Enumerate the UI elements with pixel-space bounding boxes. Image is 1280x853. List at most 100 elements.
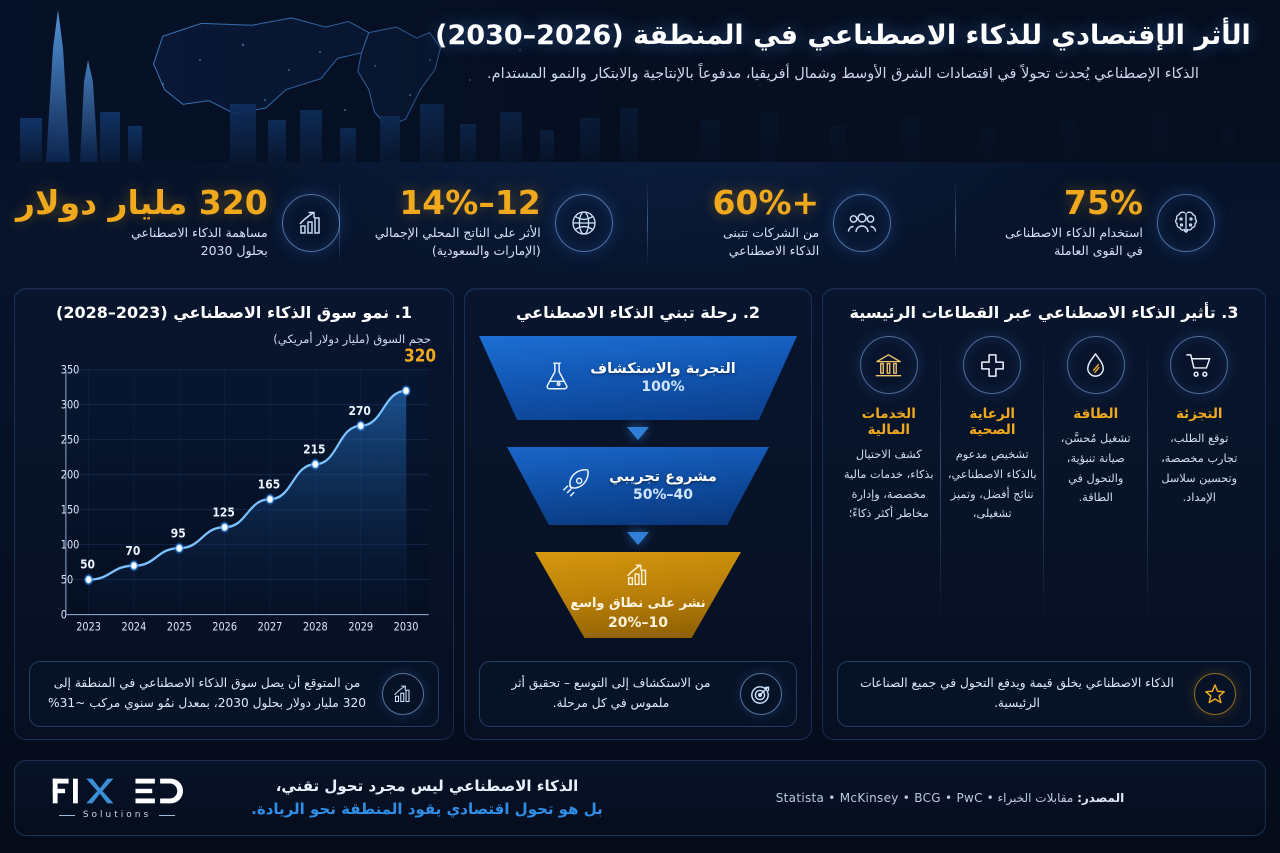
panel-sector-impact: 3. تأثير الذكاء الاصطناعي عبر القطاعات ا…: [822, 288, 1266, 740]
kpi-label: استخدام الذكاء الاصطناعى في القوى العامل…: [1004, 224, 1143, 258]
growth-chart-icon: [382, 673, 424, 715]
svg-text:2029: 2029: [348, 620, 373, 634]
svg-text:350: 350: [61, 363, 80, 377]
header-background-art: [0, 0, 1280, 162]
kpi-label: الأثر على الناتج المحلي الإجمالي (الإمار…: [374, 224, 541, 258]
panel-title: 3. تأثير الذكاء الاصطناعي عبر القطاعات ا…: [849, 303, 1239, 322]
sector-item: الخدمات المالية كشف الاحتيال بذكاء، خدما…: [837, 332, 941, 651]
funnel-stage-experiment: التجربة والاستكشاف 100%: [479, 336, 797, 420]
svg-text:250: 250: [61, 433, 80, 447]
growth-chart-icon: [281, 194, 340, 252]
kpi-company-adoption: +60% من الشركات تتبنى الذكاء الاصطناعي: [648, 162, 956, 284]
kpi-ai-workforce: 75% استخدام الذكاء الاصطناعى في القوى ال…: [956, 162, 1264, 284]
svg-text:200: 200: [61, 468, 80, 482]
kpi-strip: 75% استخدام الذكاء الاصطناعى في القوى ال…: [0, 162, 1280, 284]
svg-text:300: 300: [61, 398, 80, 412]
funnel-callout: من الاستكشاف إلى التوسع – تحقيق أثر ملمو…: [479, 661, 797, 727]
kpi-value: 12–14%: [399, 183, 541, 223]
svg-text:2027: 2027: [258, 620, 283, 634]
svg-text:2030: 2030: [394, 620, 419, 634]
panel-market-growth: 1. نمو سوق الذكاء الاصطناعي (2023–2028) …: [14, 288, 454, 740]
callout-text: من الاستكشاف إلى التوسع – تحقيق أثر ملمو…: [511, 676, 711, 710]
sector-name: الرعاية الصحية: [969, 406, 1016, 438]
divider-dash: [159, 814, 176, 816]
brain-icon: [1156, 194, 1215, 252]
chart-callout: من المتوقع أن يصل سوق الذكاء الاصطناعي ف…: [29, 661, 439, 727]
bank-icon: [859, 336, 918, 394]
stage-percentage: 40–50%: [633, 487, 693, 503]
svg-text:2028: 2028: [303, 620, 328, 634]
kpi-value: 320 مليار دولار: [16, 183, 268, 223]
sector-item: التجزئة توقع الطلب، تجارب مخصصة، وتحسين …: [1148, 332, 1252, 651]
svg-text:50: 50: [80, 557, 95, 572]
svg-text:2023: 2023: [76, 620, 101, 634]
kpi-gdp-impact: 12–14% الأثر على الناتج المحلي الإجمالي …: [340, 162, 648, 284]
kpi-label: مساهمة الذكاء الاصطناعي بحلول 2030: [131, 224, 268, 258]
page-subtitle: الذكاء الإصطناعي يُحدث تحولاً في اقتصادا…: [487, 66, 1199, 83]
svg-text:70: 70: [125, 543, 140, 558]
svg-text:0: 0: [61, 608, 67, 622]
kpi-label: من الشركات تتبنى الذكاء الاصطناعي: [722, 224, 820, 258]
callout-text: من المتوقع أن يصل سوق الذكاء الاصطناعي ف…: [48, 676, 366, 710]
globe-icon: [554, 194, 613, 252]
star-icon: [1194, 673, 1236, 715]
people-icon: [833, 194, 892, 252]
footer-tagline: الذكاء الاصطناعي ليس مجرد تحول تقني، بل …: [217, 775, 637, 822]
callout-text: الذكاء الاصطناعي يخلق قيمة ويدفع التحول …: [860, 676, 1174, 710]
svg-text:2025: 2025: [167, 620, 192, 634]
panel-title: 1. نمو سوق الذكاء الاصطناعي (2023–2028): [56, 303, 412, 322]
divider-dash: [58, 814, 75, 816]
source-text: مقابلات الخبراء • Statista • McKinsey • …: [775, 791, 1074, 805]
svg-text:150: 150: [61, 503, 80, 517]
sector-name: التجزئة: [1175, 406, 1223, 422]
kpi-value: +60%: [712, 183, 820, 223]
svg-text:2026: 2026: [212, 620, 237, 634]
source-line: المصدر: مقابلات الخبراء • Statista • McK…: [657, 791, 1243, 805]
svg-text:100: 100: [61, 538, 80, 552]
sector-desc: كشف الاحتيال بذكاء، خدمات مالية مخصصة، و…: [844, 448, 934, 521]
brand-logo: Solutions: [37, 776, 197, 820]
shopping-cart-icon: [1170, 336, 1229, 394]
footer: المصدر: مقابلات الخبراء • Statista • McK…: [0, 750, 1280, 853]
sectors-callout: الذكاء الاصطناعي يخلق قيمة ويدفع التحول …: [837, 661, 1251, 727]
sector-name: الطاقة: [1073, 406, 1119, 422]
svg-text:125: 125: [212, 504, 234, 519]
chart-y-axis-label: حجم السوق (مليار دولار أمريكي): [273, 332, 431, 346]
header: الأثر الإقتصادي للذكاء الاصطناعي في المن…: [0, 0, 1280, 162]
tagline-line-1: الذكاء الاصطناعي ليس مجرد تحول تقني،: [275, 776, 579, 795]
svg-text:215: 215: [303, 441, 325, 456]
page-title: الأثر الإقتصادي للذكاء الاصطناعي في المن…: [435, 20, 1251, 51]
sector-name: الخدمات المالية: [861, 406, 916, 438]
panel-title: 2. رحلة تبني الذكاء الاصطناعي: [515, 303, 761, 322]
sector-desc: تشغيل مُحسَّن، صيانة تنبؤية، والتحول في …: [1060, 432, 1131, 505]
kpi-value: 75%: [1063, 183, 1143, 223]
funnel-arrow: [627, 532, 649, 545]
source-label: المصدر:: [1077, 791, 1125, 805]
brand-subtitle: Solutions: [58, 810, 176, 820]
growth-chart-icon: [623, 560, 653, 594]
kpi-ai-contribution: 320 مليار دولار مساهمة الذكاء الاصطناعي …: [16, 162, 340, 284]
svg-text:165: 165: [258, 476, 280, 491]
svg-text:2024: 2024: [122, 620, 147, 634]
svg-text:95: 95: [171, 525, 186, 540]
stage-label: مشروع تجريبي: [609, 469, 717, 485]
tagline-line-2: بل هو تحول اقتصادي يقود المنطقة نحو الري…: [251, 800, 603, 818]
chart-plot: 0 50 100 150 200 250 300 350 50 2023 70 2024 95 2025 1…: [29, 348, 439, 651]
stage-label: نشر على نطاق واسع: [570, 595, 706, 611]
sector-desc: تشخيص مدعوم بالذكاء الاصطناعي، نتائج أفض…: [947, 448, 1037, 521]
sector-item: الرعاية الصحية تشخيص مدعوم بالذكاء الاصط…: [941, 332, 1045, 651]
brand-sub-text: Solutions: [82, 810, 152, 820]
stage-percentage: 10–20%: [608, 614, 668, 631]
chart-area: حجم السوق (مليار دولار أمريكي) 0 50 100 150…: [29, 332, 439, 651]
funnel-stage-scale: نشر على نطاق واسع 10–20%: [535, 552, 741, 638]
funnel-diagram: التجربة والاستكشاف 100% مشروع تجريبي: [479, 332, 797, 651]
target-icon: [740, 673, 782, 715]
funnel-stage-pilot: مشروع تجريبي 40–50%: [507, 447, 769, 525]
stage-percentage: 100%: [641, 379, 685, 395]
rocket-icon: [559, 467, 593, 505]
sector-desc: توقع الطلب، تجارب مخصصة، وتحسين سلاسل ال…: [1161, 432, 1238, 505]
sector-item: الطاقة تشغيل مُحسَّن، صيانة تنبؤية، والت…: [1044, 332, 1148, 651]
fixed-wordmark-icon: [51, 776, 183, 806]
sector-list: التجزئة توقع الطلب، تجارب مخصصة، وتحسين …: [837, 332, 1251, 651]
